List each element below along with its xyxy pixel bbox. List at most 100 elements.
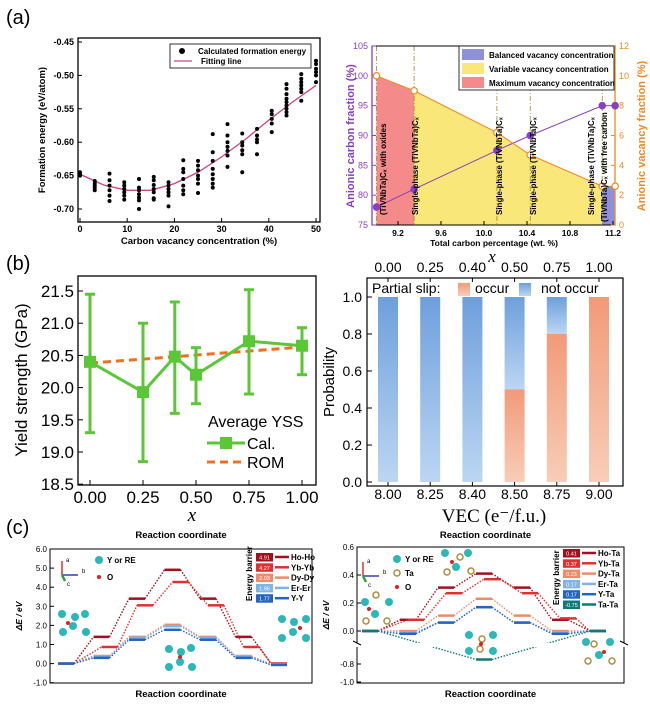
y-tick-label: 80: [358, 190, 368, 200]
x-tick-label: 0: [77, 224, 82, 234]
y-right-tick-label: 8: [619, 101, 624, 111]
transition-path-Y-Ta: [491, 606, 515, 624]
cal-marker: [137, 386, 149, 399]
data-point: [137, 198, 141, 203]
y-tick-label: -0.50: [53, 70, 74, 80]
transition-path-Ho-Ho: [250, 636, 272, 665]
transition-path-Er-Er: [109, 637, 130, 657]
x-tick-label: 8.25: [417, 486, 444, 502]
data-point: [269, 116, 274, 121]
barrier-badge: [563, 569, 580, 579]
transition-path-Y-Ta: [567, 630, 591, 635]
y-right-tick-label: 0: [619, 220, 624, 230]
chart-energy-profile-5: -1.0 -0.8 0.0 0.2 0.4 0.6 Reaction coordinate R…: [321, 530, 630, 700]
transition-path-Yb-Yb: [223, 605, 245, 648]
legend: Balanced vacancy concentration Variable v…: [458, 45, 615, 91]
atom: [165, 645, 173, 653]
atom: [393, 569, 401, 577]
x-tick-label: 50: [311, 224, 321, 234]
bar-occur: [589, 297, 609, 482]
transition-path-Ho-Ta: [567, 619, 591, 632]
atom: [489, 647, 497, 655]
data-point: [166, 204, 171, 209]
data-point: [299, 76, 304, 81]
x-tick-label: 8.00: [374, 486, 401, 502]
x-top-tick-label: 0.00: [374, 259, 401, 275]
data-point: [92, 188, 97, 193]
transition-path-Er-Er: [251, 655, 272, 666]
transition-path-Yb-Ta: [461, 578, 485, 594]
plot-frame: [49, 548, 313, 684]
legend-label: Yb-Ta: [598, 559, 620, 568]
legend-label: ROM: [247, 455, 284, 472]
data-point: [240, 170, 245, 175]
chart-partial-slip: 0.0 0.2 0.4 0.6 0.8 1.0 8.00 0.00 8.25 0.25 8.40 0.…: [321, 247, 624, 527]
x-axis-label: Reaction coordinate: [445, 689, 536, 700]
data-point: [181, 192, 186, 197]
bar-occur: [504, 389, 525, 482]
y-axis-label: Probability: [321, 346, 338, 417]
data-point: [196, 173, 200, 178]
x-tick-label: 9.00: [585, 486, 612, 502]
axis-break-mark: [619, 640, 629, 646]
data-point: [151, 174, 156, 179]
data-point: [269, 121, 274, 126]
axis-label-c: c: [368, 583, 371, 589]
data-point: [225, 153, 230, 158]
atom: [479, 642, 483, 646]
y-tick-label: -0.8: [340, 660, 354, 669]
atom: [383, 617, 391, 625]
legend-label: Balanced vacancy concentration: [489, 51, 614, 60]
transition-path-Yb-Ta: [537, 592, 561, 619]
atom: [298, 626, 302, 630]
data-point: [196, 158, 200, 163]
y-tick-label: 0.2: [343, 437, 363, 453]
data-point: [225, 122, 230, 127]
bar-not-occur: [378, 297, 398, 482]
data-point: [225, 148, 230, 153]
transition-path-Er-Er: [215, 637, 236, 657]
data-point: [107, 183, 112, 188]
data-point: [299, 98, 304, 103]
data-point: [314, 70, 318, 75]
data-point: [122, 190, 127, 195]
transition-path-Dy-Dy: [180, 624, 201, 638]
bar-not-occur: [462, 297, 483, 482]
x-tick-label: 8.50: [501, 486, 528, 502]
x-tick-label: 0.50: [179, 488, 212, 507]
data-point: [255, 126, 259, 131]
data-point: [225, 144, 230, 149]
data-point: [196, 168, 200, 173]
data-point: [284, 96, 289, 101]
y-tick-label: -0.70: [53, 204, 74, 214]
x-tick-label: 0.75: [232, 488, 265, 507]
data-point: [122, 197, 127, 202]
x-axis-label: VEC (e⁻/f.u.): [442, 506, 546, 527]
transition-path-Dy-Ta: [453, 598, 477, 617]
fitting-line: [79, 84, 317, 191]
data-point: [166, 193, 171, 198]
data-point: [493, 146, 501, 155]
chart-formation-energy: 0 10 20 30 40 50 -0.45 -0.50 -0.55 -0.60 -0.65 -0.7…: [37, 37, 321, 247]
x-top-tick-label: 1.00: [585, 259, 612, 275]
transition-path-Y-Y: [215, 639, 236, 659]
barrier-badge: [563, 579, 580, 589]
atom-legend-label: O: [405, 583, 411, 592]
data-point: [526, 131, 535, 140]
data-point: [240, 143, 245, 148]
phase-annotation: Single-phase (TiVNbTa)Cₓ: [495, 117, 504, 215]
panel-label-c: (c): [6, 517, 29, 539]
data-point: [78, 173, 82, 178]
data-point: [210, 176, 215, 181]
atom-structure-icon: [58, 610, 90, 636]
atom-structure-icon: [393, 555, 401, 563]
atom: [188, 663, 196, 671]
atom: [71, 613, 79, 621]
legend-swatch: [462, 63, 484, 74]
atom: [602, 650, 606, 654]
data-point: [611, 182, 619, 191]
atom-structure-icon: [441, 549, 475, 576]
atom-structure-icon: [395, 585, 399, 589]
legend-swatch-not-occur: [519, 283, 531, 296]
